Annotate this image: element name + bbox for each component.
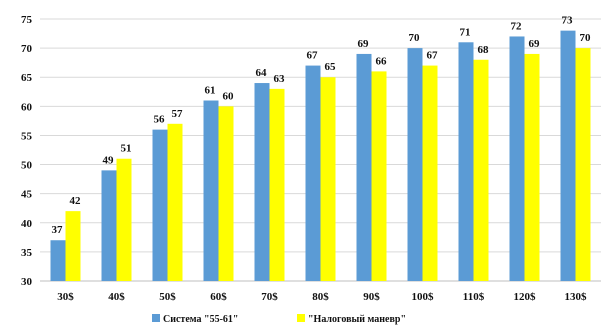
x-tick-label: 50$ [159, 291, 176, 303]
data-label: 73 [562, 15, 574, 27]
bar-maneuver-5 [320, 77, 336, 281]
legend-swatch-system [152, 314, 160, 322]
bar-maneuver-4 [269, 88, 285, 281]
y-tick-label: 45 [21, 189, 33, 201]
bar-maneuver-2 [167, 123, 183, 281]
bar-system-10 [560, 30, 576, 282]
x-tick-label: 60$ [210, 291, 227, 303]
data-label: 64 [256, 67, 268, 79]
bar-maneuver-6 [371, 71, 387, 282]
x-tick-label: 80$ [312, 291, 329, 303]
bar-maneuver-3 [218, 106, 234, 281]
data-label: 61 [205, 85, 216, 97]
bar-maneuver-1 [116, 158, 132, 281]
data-label: 60 [223, 90, 235, 102]
y-tick-label: 35 [21, 247, 33, 259]
bar-system-3 [203, 100, 219, 281]
bar-maneuver-8 [473, 59, 489, 281]
data-label: 70 [409, 32, 421, 44]
x-tick-label: 40$ [108, 291, 125, 303]
data-label: 49 [103, 154, 115, 166]
data-label: 63 [274, 73, 286, 85]
bar-system-2 [152, 129, 168, 281]
bar-system-8 [458, 42, 474, 282]
bar-maneuver-10 [575, 48, 591, 281]
x-tick-label: 120$ [514, 291, 537, 303]
x-tick-label: 100$ [412, 291, 435, 303]
y-tick-label: 55 [21, 130, 33, 142]
bar-maneuver-0 [65, 211, 81, 281]
data-label: 56 [154, 114, 166, 126]
bar-system-7 [407, 48, 423, 281]
data-labels: 37 42 49 51 56 57 61 60 64 63 67 65 69 66 70 67 71 68 72 69… [52, 15, 592, 237]
data-label: 67 [427, 50, 439, 62]
data-label: 42 [70, 195, 82, 207]
data-label: 66 [376, 55, 388, 67]
bar-maneuver-7 [422, 65, 438, 281]
data-label: 37 [52, 224, 64, 236]
y-tick-label: 60 [21, 101, 33, 113]
y-tick-label: 70 [21, 43, 33, 55]
y-tick-label: 30 [21, 276, 33, 288]
bar-system-5 [305, 65, 321, 281]
y-tick-label: 75 [21, 14, 33, 26]
data-label: 70 [580, 32, 592, 44]
bar-system-6 [356, 53, 372, 281]
bar-maneuver-9 [524, 53, 540, 281]
data-label: 71 [460, 26, 471, 38]
bar-system-9 [509, 36, 525, 281]
x-tick-label: 70$ [261, 291, 278, 303]
legend-label-maneuver: "Налоговый маневр" [308, 314, 406, 325]
bar-system-4 [254, 83, 270, 282]
x-tick-label: 90$ [363, 291, 380, 303]
legend: Система "55-61" "Налоговый маневр" [152, 314, 406, 325]
bars [50, 30, 591, 282]
data-label: 65 [325, 61, 337, 73]
y-tick-label: 40 [21, 218, 33, 230]
data-label: 51 [121, 143, 132, 155]
data-label: 72 [511, 20, 523, 32]
data-label: 57 [172, 108, 184, 120]
bar-system-0 [50, 240, 66, 281]
data-label: 69 [358, 38, 370, 50]
data-label: 67 [307, 50, 319, 62]
bar-system-1 [101, 170, 117, 281]
x-tick-label: 30$ [57, 291, 74, 303]
y-tick-label: 50 [21, 160, 33, 172]
legend-swatch-maneuver [297, 314, 305, 322]
x-tick-label: 130$ [565, 291, 588, 303]
y-tick-label: 65 [21, 72, 33, 84]
data-label: 68 [478, 44, 490, 56]
data-label: 69 [529, 38, 541, 50]
legend-label-system: Система "55-61" [163, 314, 238, 325]
x-tick-label: 110$ [463, 291, 485, 303]
